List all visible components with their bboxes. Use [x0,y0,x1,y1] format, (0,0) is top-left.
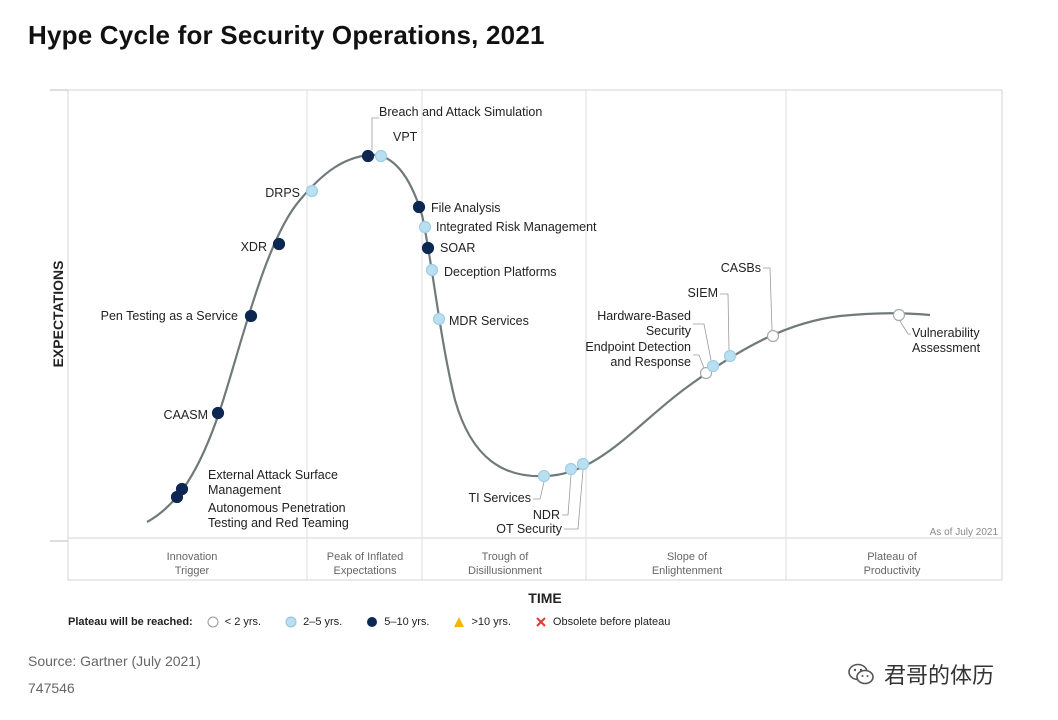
hype-curve [146,153,931,523]
legend-item-obsolete: Obsolete before plateau [535,616,670,628]
legend-label: 2–5 yrs. [303,616,343,628]
leader-hardware-based-security [693,323,712,361]
source-note: Source: Gartner (July 2021) [28,653,201,669]
phase-band [67,537,1003,581]
point-ot-security [576,457,590,471]
legend-item-lt2: < 2 yrs. [207,616,261,628]
legend-item-gt10: >10 yrs. [453,616,511,628]
label-ndr: NDR [533,508,560,522]
legend-label: 5–10 yrs. [384,616,430,628]
label-soar: SOAR [440,241,475,255]
point-external-attack-surface-management [175,482,189,496]
point-caasm [211,406,225,420]
leader-siem [720,293,730,351]
label-external-attack-surface-management: External Attack Surface Management [208,468,338,497]
label-autonomous-penetration-testing-and-red-teaming: Autonomous Penetration Testing and Red Te… [208,501,349,530]
watermark: 君哥的体历 [846,658,994,690]
watermark-text: 君哥的体历 [884,663,995,688]
leader-vulnerability-assessment [899,320,911,335]
phase-label-peak-of-inflated-expectations: Peak of Inflated Expectations [327,551,403,577]
label-ti-services: TI Services [468,491,531,505]
label-endpoint-detection-and-response: Endpoint Detection and Response [585,340,691,369]
phase-label-slope-of-enlightenment: Slope of Enlightenment [652,551,722,577]
point-drps [305,184,319,198]
point-integrated-risk-management [418,220,432,234]
legend-symbol-lightblue-circle-icon [285,616,297,628]
label-caasm: CAASM [164,408,208,422]
point-deception-platforms [425,263,439,277]
point-hardware-based-security [706,359,720,373]
y-axis-title: EXPECTATIONS [50,261,66,368]
point-casbs [766,329,780,343]
leader-casbs [763,267,773,331]
legend-title: Plateau will be reached: [68,616,193,628]
legend-label: >10 yrs. [471,616,511,628]
point-mdr-services [432,312,446,326]
as-of-label: As of July 2021 [930,527,999,538]
legend-item-5to10: 5–10 yrs. [366,616,429,628]
wechat-icon [848,663,874,685]
label-file-analysis: File Analysis [431,201,500,215]
label-hardware-based-security: Hardware-Based Security [597,309,692,338]
point-ti-services [537,469,551,483]
point-pen-testing-as-a-service [244,309,258,323]
point-vulnerability-assessment [892,308,906,322]
point-breach-and-attack-simulation [361,149,375,163]
leader-endpoint-detection-and-response [693,354,705,369]
legend-label: Obsolete before plateau [552,616,671,628]
point-ndr [564,462,578,476]
legend-symbol-navy-circle-icon [367,617,378,627]
leader-ndr [562,474,572,516]
point-siem [723,349,737,363]
legend: Plateau will be reached: < 2 yrs. 2–5 yr… [68,616,694,628]
label-ot-security: OT Security [496,522,563,536]
label-casbs: CASBs [721,261,761,275]
point-file-analysis [412,200,426,214]
legend-symbol-white-circle-icon [207,616,219,628]
x-axis-title: TIME [528,590,561,606]
label-mdr-services: MDR Services [449,314,529,328]
label-pen-testing-as-a-service: Pen Testing as a Service [101,309,238,323]
leader-breach-and-attack-simulation [371,117,379,150]
phase-label-innovation-trigger: Innovation Trigger [167,551,218,577]
leader-ti-services [533,481,545,500]
legend-label: < 2 yrs. [224,616,262,628]
legend-item-2to5: 2–5 yrs. [285,616,342,628]
legend-symbol-x-icon [536,617,546,627]
phase-label-plateau-of-productivity: Plateau of Productivity [864,551,921,577]
label-vpt: VPT [393,130,418,144]
label-integrated-risk-management: Integrated Risk Management [436,220,597,234]
point-xdr [272,237,286,251]
label-drps: DRPS [265,186,300,200]
label-vulnerability-assessment: Vulnerability Assessment [912,326,981,355]
label-breach-and-attack-simulation: Breach and Attack Simulation [379,105,542,119]
label-siem: SIEM [687,286,718,300]
leader-ot-security [564,469,584,530]
hype-cycle-chart: Innovation Trigger Peak of Inflated Expecta… [50,89,1003,606]
label-xdr: XDR [241,240,267,254]
point-soar [421,241,435,255]
label-deception-platforms: Deception Platforms [444,265,557,279]
legend-symbol-triangle-icon [454,617,465,627]
document-id: 747546 [28,680,75,696]
phase-label-trough-of-disillusionment: Trough of Disillusionment [468,551,542,577]
point-vpt [374,149,388,163]
chart-title: Hype Cycle for Security Operations, 2021 [28,20,545,50]
